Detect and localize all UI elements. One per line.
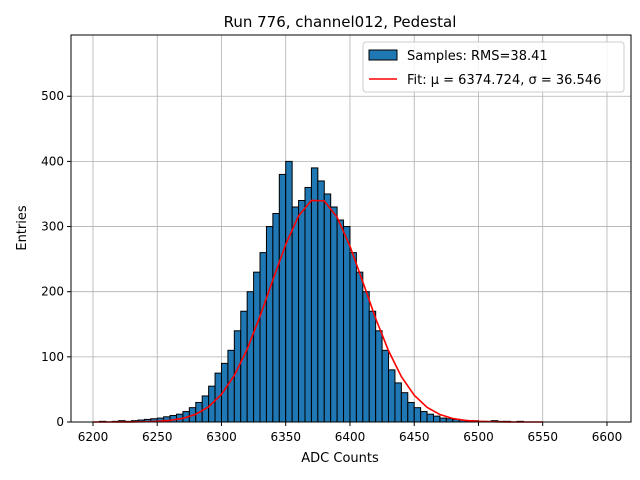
histogram-bar	[246, 291, 255, 423]
histogram-bar	[420, 411, 428, 423]
y-tick-label: 500	[41, 89, 64, 103]
x-tick-label: 6550	[527, 430, 558, 444]
histogram-bar	[233, 330, 242, 423]
x-tick-label: 6300	[206, 430, 237, 444]
histogram-bar	[291, 206, 300, 423]
histogram-bar	[355, 271, 364, 423]
histogram-bar	[439, 417, 447, 423]
x-tick-label: 6450	[399, 430, 430, 444]
histogram-bar	[375, 330, 383, 423]
histogram-bar	[336, 219, 345, 423]
histogram-bar	[368, 310, 377, 423]
axes-frame	[70, 34, 632, 423]
legend: Samples: RMS=38.41 Fit: μ = 6374.724, σ =…	[362, 41, 625, 93]
histogram-bar	[343, 226, 351, 423]
histogram-bar	[253, 271, 261, 423]
legend-box	[362, 41, 625, 93]
histogram-bar	[285, 160, 293, 423]
histogram-bar	[394, 382, 402, 423]
histogram-bar	[426, 413, 434, 423]
x-axis-label: ADC Counts	[301, 451, 379, 466]
histogram-bar	[259, 252, 267, 423]
histogram-bar	[240, 310, 248, 423]
chart-title: Run 776, channel012, Pedestal	[224, 13, 457, 31]
histogram-bar	[323, 193, 332, 423]
histogram-bar	[310, 167, 319, 423]
histogram-bar	[272, 213, 280, 423]
histogram-bar	[317, 180, 325, 423]
ticks: 6200 6250 6300 6350 6400 6450 6500 6550 6600 0 100…	[41, 89, 622, 444]
y-tick-label: 0	[56, 415, 64, 429]
x-tick-label: 6400	[335, 430, 366, 444]
histogram-bar	[400, 392, 409, 423]
x-tick-label: 6350	[270, 430, 301, 444]
histogram-bar	[298, 199, 306, 423]
legend-label: Fit: μ = 6374.724, σ = 36.546	[407, 73, 601, 88]
x-tick-label: 6600	[592, 430, 623, 444]
legend-swatch	[368, 49, 398, 61]
histogram-bar	[227, 349, 235, 423]
y-tick-label: 400	[41, 154, 64, 168]
histogram-bar	[413, 407, 422, 423]
histogram-bar	[407, 401, 415, 423]
histogram-bar	[388, 369, 396, 423]
histogram-bar	[432, 415, 441, 423]
y-tick-label: 300	[41, 220, 64, 234]
legend-label: Samples: RMS=38.41	[407, 49, 548, 64]
x-tick-label: 6500	[463, 430, 494, 444]
fit-line	[92, 199, 543, 423]
y-axis-label: Entries	[15, 205, 30, 251]
y-tick-label: 200	[41, 285, 64, 299]
histogram-bar	[349, 252, 357, 423]
histogram-bar	[362, 291, 370, 423]
histogram-bar	[278, 173, 287, 423]
histogram-bar	[265, 226, 274, 423]
histogram-bar	[304, 186, 312, 423]
x-tick-label: 6200	[78, 430, 109, 444]
histogram-bar	[330, 206, 338, 423]
x-tick-label: 6250	[142, 430, 173, 444]
y-tick-label: 100	[41, 350, 64, 364]
histogram-bar	[381, 349, 390, 423]
